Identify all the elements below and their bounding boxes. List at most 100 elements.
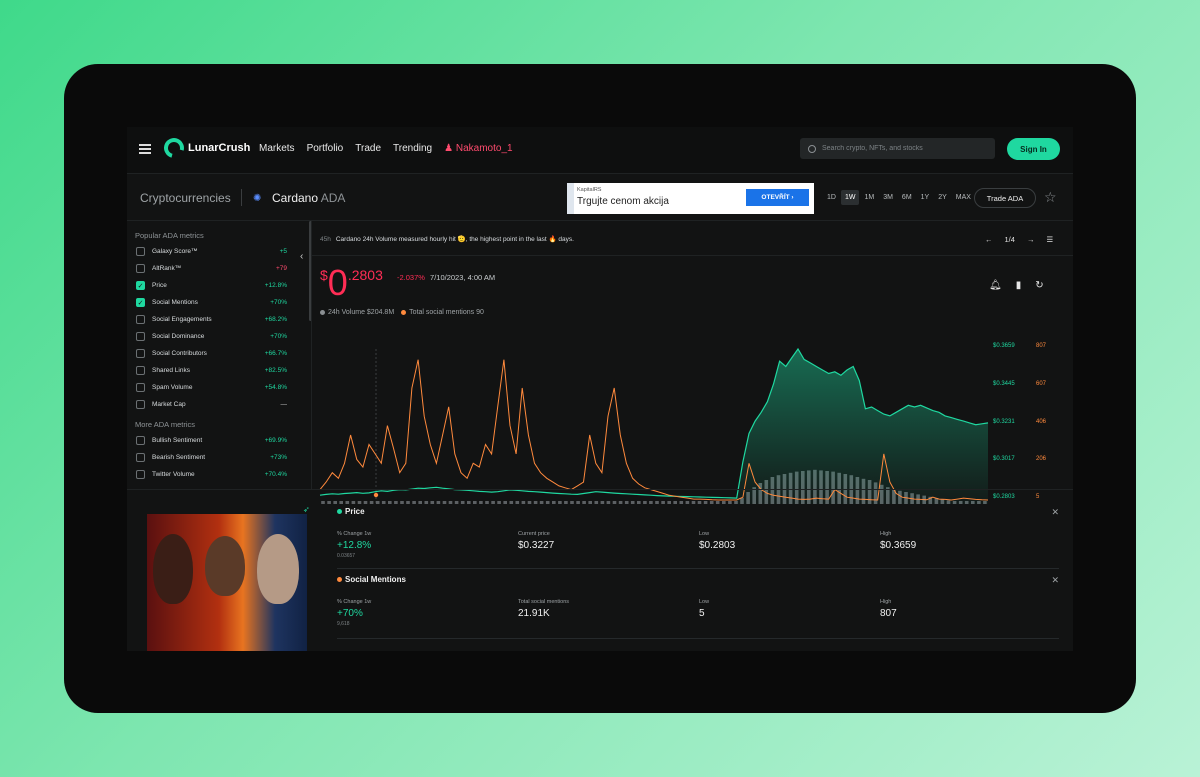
volume-bar bbox=[388, 501, 392, 504]
volume-bar bbox=[521, 501, 526, 504]
metric-row-social-engagements[interactable]: Social Engagements +68.2% bbox=[127, 311, 311, 328]
app-screen: LunarCrush Markets Portfolio Trade Trend… bbox=[127, 127, 1073, 651]
stat-value: +70% bbox=[337, 608, 363, 619]
volume-bar bbox=[418, 501, 422, 504]
metric-row-social-dominance[interactable]: Social Dominance +70% bbox=[127, 328, 311, 345]
search-box[interactable] bbox=[800, 138, 995, 159]
insight-next-button[interactable]: → bbox=[1026, 235, 1035, 244]
checkbox-icon[interactable] bbox=[136, 453, 145, 462]
checkbox-checked-icon[interactable]: ✓ bbox=[136, 298, 145, 307]
range-6m[interactable]: 6M bbox=[901, 194, 912, 201]
metric-change: +54.8% bbox=[264, 384, 287, 391]
volume-bar bbox=[406, 501, 410, 504]
checkbox-icon[interactable] bbox=[136, 349, 145, 358]
nav-link-trade[interactable]: Trade bbox=[355, 143, 382, 154]
insight-prev-button[interactable]: ← bbox=[985, 235, 993, 244]
price-panel-close-icon[interactable]: ✕ bbox=[1051, 507, 1059, 517]
range-1y[interactable]: 1Y bbox=[920, 194, 930, 201]
metric-row-bearish-sentiment[interactable]: Bearish Sentiment +73% bbox=[127, 449, 311, 466]
video-person-left bbox=[153, 534, 193, 604]
refresh-icon[interactable]: ↻ bbox=[1035, 280, 1044, 291]
ad-open-button[interactable]: OTEVŘÍT › bbox=[746, 189, 809, 206]
metric-row-social-contributors[interactable]: Social Contributors +66.7% bbox=[127, 345, 311, 362]
metric-row-price[interactable]: ✓ Price +12.8% bbox=[127, 277, 311, 294]
volume-bar bbox=[345, 501, 350, 504]
checkbox-icon[interactable] bbox=[136, 366, 145, 375]
brand-logo[interactable]: LunarCrush bbox=[160, 134, 250, 162]
ad-banner[interactable]: KapitalRS Trgujte cenom akcija OTEVŘÍT › bbox=[567, 183, 814, 214]
mentions-axis-label: 5 bbox=[1036, 494, 1040, 500]
price-axis-label: $0.3445 bbox=[993, 380, 1015, 387]
collapse-sidebar-icon[interactable]: ‹ bbox=[300, 251, 304, 262]
volume-bar bbox=[685, 501, 690, 504]
popular-metrics-list: Galaxy Score™ +5 AltRank™ +79 ✓ Price +12.8% ✓ S… bbox=[127, 243, 311, 413]
range-3m[interactable]: 3M bbox=[883, 194, 893, 201]
crosshair-mention-point bbox=[373, 492, 379, 498]
volume-bar bbox=[424, 501, 429, 504]
mentions-axis-label: 406 bbox=[1036, 418, 1047, 425]
checkbox-icon[interactable] bbox=[136, 470, 145, 479]
video-ad-thumbnail[interactable] bbox=[147, 514, 307, 651]
mentions-axis-label: 206 bbox=[1036, 456, 1047, 463]
menu-icon[interactable] bbox=[139, 144, 151, 154]
volume-bar bbox=[485, 501, 489, 504]
favorite-star-icon[interactable]: ☆ bbox=[1044, 189, 1057, 205]
metric-change: +12.8% bbox=[264, 282, 287, 289]
metric-row-bullish-sentiment[interactable]: Bullish Sentiment +69.9% bbox=[127, 432, 311, 449]
metric-change: +68.2% bbox=[264, 316, 287, 323]
volume-bar bbox=[679, 501, 684, 504]
price-mentions-chart[interactable]: $0.3659 $0.3445 $0.3231 $0.3017 $0.2803 807 60… bbox=[312, 319, 1073, 504]
nav-link-portfolio[interactable]: Portfolio bbox=[306, 143, 344, 154]
bar-chart-icon[interactable]: ▮ bbox=[1015, 280, 1022, 291]
range-2y[interactable]: 2Y bbox=[938, 194, 947, 201]
metric-row-twitter-volume[interactable]: Twitter Volume +70.4% bbox=[127, 466, 311, 483]
mentions-panel-close-icon[interactable]: ✕ bbox=[1051, 575, 1059, 585]
sidebar-scrollbar[interactable] bbox=[309, 221, 311, 321]
volume-bar bbox=[381, 501, 386, 504]
volume-bar bbox=[703, 501, 708, 504]
trade-ada-button[interactable]: Trade ADA bbox=[974, 188, 1036, 208]
search-input[interactable] bbox=[822, 145, 982, 152]
range-1m[interactable]: 1M bbox=[864, 194, 875, 201]
range-1w[interactable]: 1W bbox=[840, 190, 860, 205]
alert-bell-icon[interactable]: 🔔︎ bbox=[989, 280, 1002, 291]
checkbox-checked-icon[interactable]: ✓ bbox=[136, 281, 145, 290]
mentions-dot-icon bbox=[401, 309, 407, 315]
metric-row-shared-links[interactable]: Shared Links +82.5% bbox=[127, 362, 311, 379]
nav-link-trending[interactable]: Trending bbox=[393, 143, 433, 154]
volume-bar bbox=[582, 501, 586, 504]
metric-change: — bbox=[280, 401, 288, 408]
volume-bar bbox=[412, 501, 416, 504]
breadcrumb-category[interactable]: Cryptocurrencies bbox=[140, 191, 231, 205]
nav-user-link[interactable]: ♟ Nakamoto_1 bbox=[444, 143, 513, 154]
range-1d[interactable]: 1D bbox=[827, 194, 836, 201]
checkbox-icon[interactable] bbox=[136, 332, 145, 341]
sign-in-button[interactable]: Sign In bbox=[1007, 138, 1060, 160]
metric-row-altrank[interactable]: AltRank™ +79 bbox=[127, 260, 311, 277]
range-max[interactable]: MAX bbox=[955, 194, 971, 201]
metric-label: Social Contributors bbox=[152, 350, 207, 357]
checkbox-icon[interactable] bbox=[136, 315, 145, 324]
checkbox-icon[interactable] bbox=[136, 400, 145, 409]
checkbox-icon[interactable] bbox=[136, 247, 145, 256]
lunarcrush-logo-icon bbox=[160, 134, 188, 162]
more-metrics-list: Bullish Sentiment +69.9% Bearish Sentiment… bbox=[127, 432, 311, 483]
volume-bar bbox=[734, 501, 738, 504]
volume-bar bbox=[624, 501, 629, 504]
metric-row-galaxy-score[interactable]: Galaxy Score™ +5 bbox=[127, 243, 311, 260]
stat-sub: 0.03657 bbox=[337, 553, 356, 559]
volume-bar bbox=[558, 501, 562, 504]
nav-link-markets[interactable]: Markets bbox=[259, 143, 295, 154]
price-panel-title: Price bbox=[337, 507, 1059, 516]
metric-row-spam-volume[interactable]: Spam Volume +54.8% bbox=[127, 379, 311, 396]
checkbox-icon[interactable] bbox=[136, 383, 145, 392]
stat-label: Low bbox=[699, 531, 710, 537]
volume-bar bbox=[400, 501, 404, 504]
insight-list-icon[interactable]: ☰ bbox=[1046, 235, 1054, 244]
metric-row-social-mentions[interactable]: ✓ Social Mentions +70% bbox=[127, 294, 311, 311]
checkbox-icon[interactable] bbox=[136, 436, 145, 445]
metric-row-market-cap[interactable]: Market Cap — bbox=[127, 396, 311, 413]
checkbox-icon[interactable] bbox=[136, 264, 145, 273]
chart-svg bbox=[319, 347, 989, 504]
volume-bar bbox=[369, 501, 374, 504]
